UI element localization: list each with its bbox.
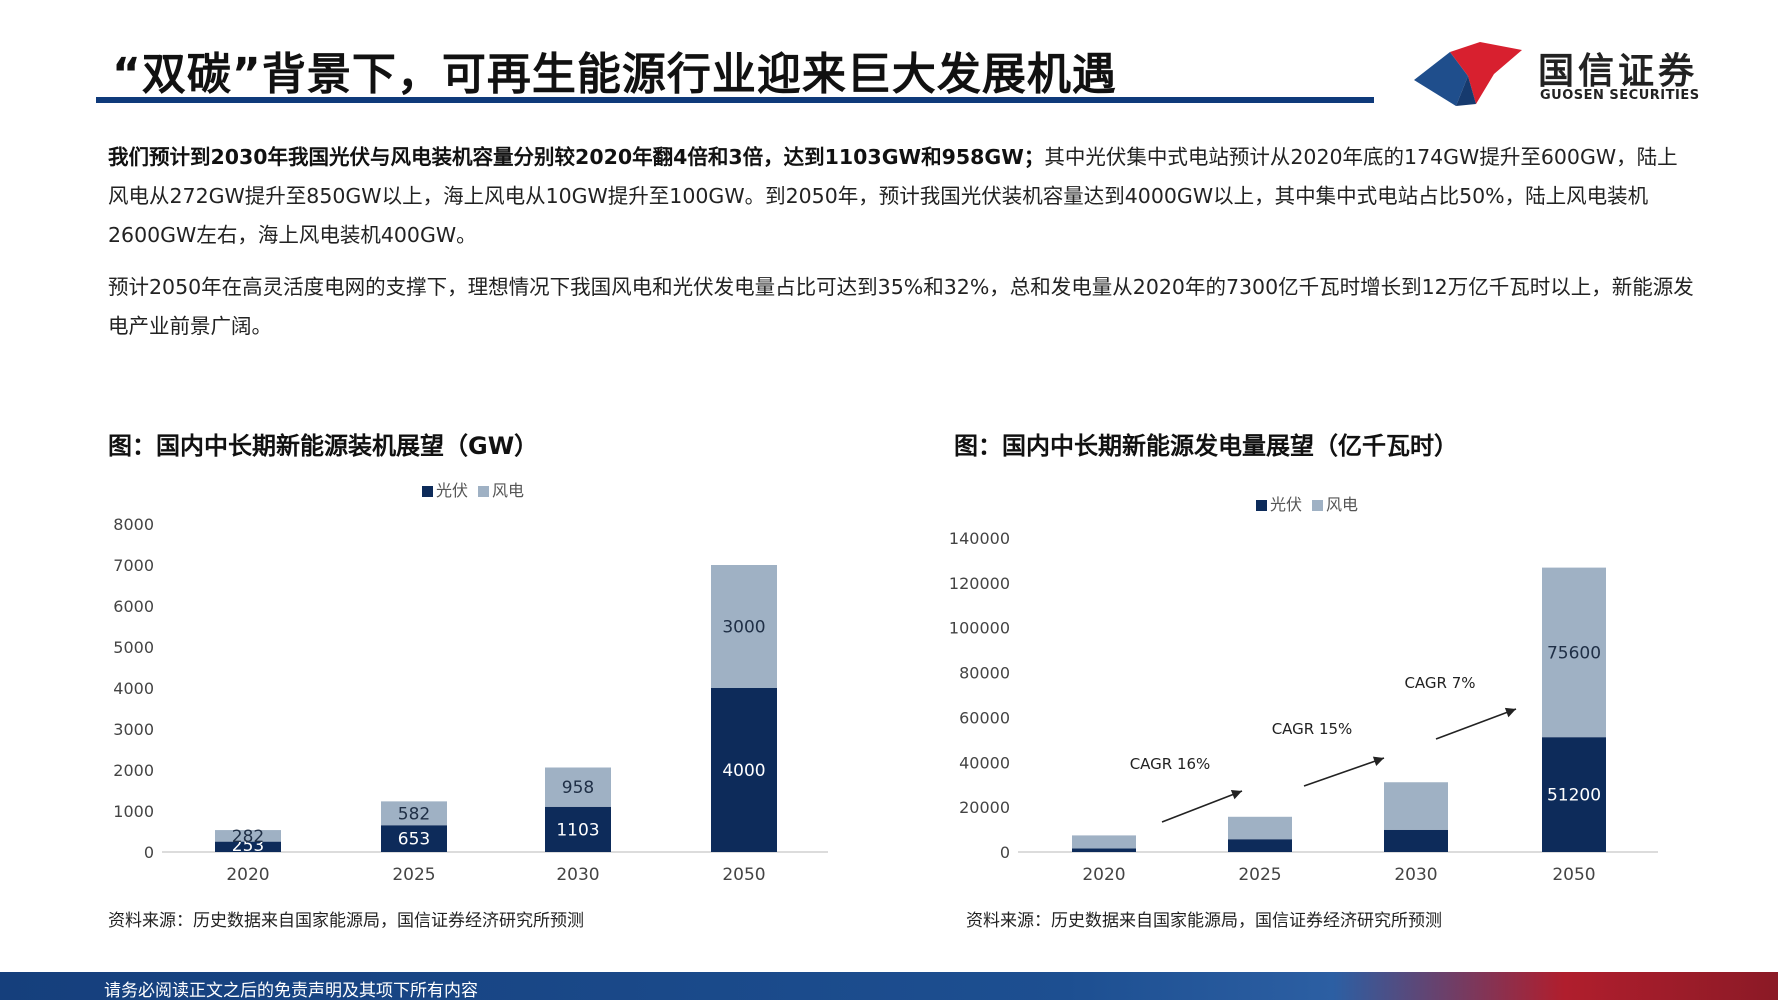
chart-1-y-tick-label: 3000 [113, 720, 154, 739]
guosen-logo-icon [1414, 42, 1522, 106]
paragraph-2: 预计2050年在高灵活度电网的支撑下，理想情况下我国风电和光伏发电量占比可达到3… [108, 275, 1694, 338]
power-generation-chart: 0 20000 40000 60000 80000 100000 120000 140000 光… [950, 495, 1658, 885]
chart-1-y-tick-label: 2000 [113, 761, 154, 780]
chart-2-x-tick-label: 2025 [1238, 865, 1281, 885]
chart-1-legend-swatch-wind [478, 486, 489, 497]
chart-2-legend-label: 风电 [1326, 495, 1358, 514]
guosen-logo: 国信证券 GUOSEN SECURITIES [1410, 36, 1710, 110]
chart-1-data-label: 1103 [556, 820, 599, 840]
chart-1-bar-solar-2050 [711, 688, 777, 852]
chart-2-y-tick-label: 40000 [959, 753, 1010, 772]
chart-2-data-label: 51200 [1547, 786, 1601, 806]
chart-1-data-label: 582 [398, 804, 430, 824]
chart-1-title: 图：国内中长期新能源装机展望（GW） [108, 432, 539, 460]
chart-2-y-tick-label: 100000 [950, 619, 1010, 638]
chart-2-cagr-arrowhead [1372, 756, 1384, 767]
chart-2-y-tick-label: 120000 [950, 574, 1010, 593]
chart-1-y-tick-label: 6000 [113, 597, 154, 616]
chart-2-title: 图：国内中长期新能源发电量展望（亿千瓦时） [954, 432, 1458, 460]
logo-english-name: GUOSEN SECURITIES [1540, 88, 1700, 103]
chart-1-data-label: 282 [232, 827, 264, 847]
chart-1-legend-label: 光伏 [436, 481, 468, 500]
chart-1-data-label: 3000 [722, 618, 765, 638]
paragraph-1-body: 其中光伏集中式电站预计从2020年底的174GW提升至600GW，陆上风电从27… [108, 145, 1678, 247]
chart-2-cagr-arrowhead [1230, 789, 1242, 800]
chart-2-cagr-arrow [1161, 790, 1243, 823]
chart-1-bar-wind-2050 [711, 565, 777, 688]
chart-2-bar-solar-2020 [1072, 848, 1136, 852]
chart-2-legend-swatch-solar [1256, 500, 1267, 511]
chart-2-cagr-label: CAGR 15% [1272, 720, 1353, 738]
chart-2-x-tick-label: 2020 [1082, 865, 1125, 885]
chart-1-y-tick-label: 8000 [113, 515, 154, 534]
chart-1-bar-wind-2025 [381, 801, 447, 826]
paragraph-1-lead: 我们预计到2030年我国光伏与风电装机容量分别较2020年翻4倍和3倍，达到11… [108, 145, 1045, 169]
chart-1-x-tick-label: 2030 [556, 865, 599, 885]
chart-1-source: 资料来源：历史数据来自国家能源局，国信证券经济研究所预测 [108, 911, 584, 931]
chart-2-cagr-label: CAGR 16% [1130, 755, 1211, 773]
chart-2-bar-wind-2020 [1072, 835, 1136, 849]
logo-chinese-name: 国信证券 [1538, 51, 1699, 92]
chart-2-cagr-arrow [1435, 708, 1517, 740]
chart-2-data-label: 75600 [1547, 643, 1601, 663]
page-title: “双碳”背景下，可再生能源行业迎来巨大发展机遇 [112, 49, 1117, 100]
chart-2-y-tick-label: 20000 [959, 798, 1010, 817]
chart-2-x-tick-label: 2050 [1552, 865, 1595, 885]
chart-1-x-tick-label: 2050 [722, 865, 765, 885]
chart-2-bar-solar-2050 [1542, 737, 1606, 852]
chart-1-data-label: 653 [398, 830, 430, 850]
chart-2-cagr-label: CAGR 7% [1404, 674, 1475, 692]
chart-1-bar-wind-2020 [215, 830, 281, 842]
chart-2-cagr-arrow [1303, 757, 1385, 787]
chart-2-bar-wind-2030 [1384, 782, 1448, 830]
chart-2-bar-solar-2025 [1228, 839, 1292, 852]
title-underline [96, 97, 1374, 103]
chart-2-source: 资料来源：历史数据来自国家能源局，国信证券经济研究所预测 [966, 911, 1442, 931]
chart-1-bar-solar-2030 [545, 806, 611, 852]
chart-1-data-label: 958 [562, 778, 594, 798]
chart-1-y-tick-label: 5000 [113, 638, 154, 657]
chart-1-bar-wind-2030 [545, 767, 611, 807]
chart-2-bar-wind-2025 [1228, 816, 1292, 840]
chart-1-x-tick-label: 2020 [226, 865, 269, 885]
chart-1-y-tick-label: 7000 [113, 556, 154, 575]
chart-2-x-tick-label: 2030 [1394, 865, 1437, 885]
chart-2-bar-solar-2030 [1384, 829, 1448, 852]
chart-2-y-tick-label: 80000 [959, 664, 1010, 683]
chart-2-y-tick-label: 0 [1000, 843, 1010, 862]
chart-1-x-tick-label: 2025 [392, 865, 435, 885]
chart-1-bar-solar-2025 [381, 825, 447, 852]
chart-1-legend-label: 风电 [492, 481, 524, 500]
footer-disclaimer: 请务必阅读正文之后的免责声明及其项下所有内容 [104, 981, 478, 1001]
chart-2-legend-swatch-wind [1312, 500, 1323, 511]
chart-1-y-tick-label: 0 [144, 843, 154, 862]
chart-1-bar-solar-2020 [215, 841, 281, 852]
footer-bar: 请务必阅读正文之后的免责声明及其项下所有内容 [0, 972, 1778, 1001]
chart-2-cagr-arrowhead [1504, 707, 1516, 718]
chart-2-y-tick-label: 140000 [950, 529, 1010, 548]
chart-1-legend-swatch-solar [422, 486, 433, 497]
chart-1-data-label: 4000 [722, 761, 765, 781]
chart-2-bar-wind-2050 [1542, 567, 1606, 738]
chart-1-y-tick-label: 1000 [113, 802, 154, 821]
chart-1-y-tick-label: 4000 [113, 679, 154, 698]
paragraph-1: 我们预计到2030年我国光伏与风电装机容量分别较2020年翻4倍和3倍，达到11… [108, 138, 1694, 255]
chart-2-legend-label: 光伏 [1270, 495, 1302, 514]
chart-2-y-tick-label: 60000 [959, 708, 1010, 727]
